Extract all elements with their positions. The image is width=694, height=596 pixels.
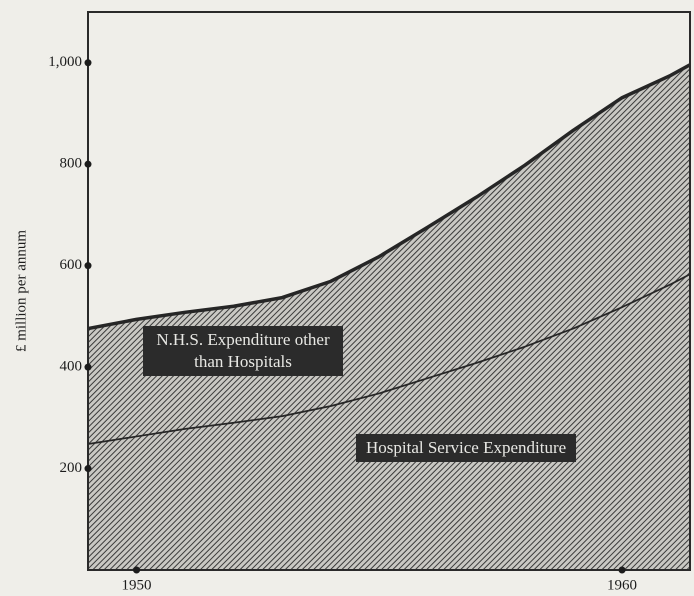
y-tick-label: 1,000 [48, 54, 82, 70]
area [88, 273, 690, 570]
series-label: N.H.S. Expenditure other than Hospitals [143, 326, 343, 376]
y-tick-label: 800 [60, 156, 83, 172]
y-tick [84, 59, 92, 67]
x-tick-label: 1950 [122, 577, 152, 593]
series-label: Hospital Service Expenditure [356, 434, 577, 462]
x-tick-label: 1960 [607, 577, 637, 593]
y-tick-label: 200 [60, 460, 83, 476]
y-tick [84, 363, 92, 371]
x-tick [618, 566, 626, 574]
y-tick [84, 465, 92, 473]
plot-frame [87, 11, 691, 571]
y-tick [84, 262, 92, 270]
y-tick-label: 600 [60, 257, 83, 273]
y-tick-label: 400 [60, 359, 83, 375]
y-axis-label: £ million per annum [13, 230, 29, 352]
y-tick [84, 160, 92, 168]
area-edge [87, 63, 691, 331]
x-tick [133, 566, 141, 574]
